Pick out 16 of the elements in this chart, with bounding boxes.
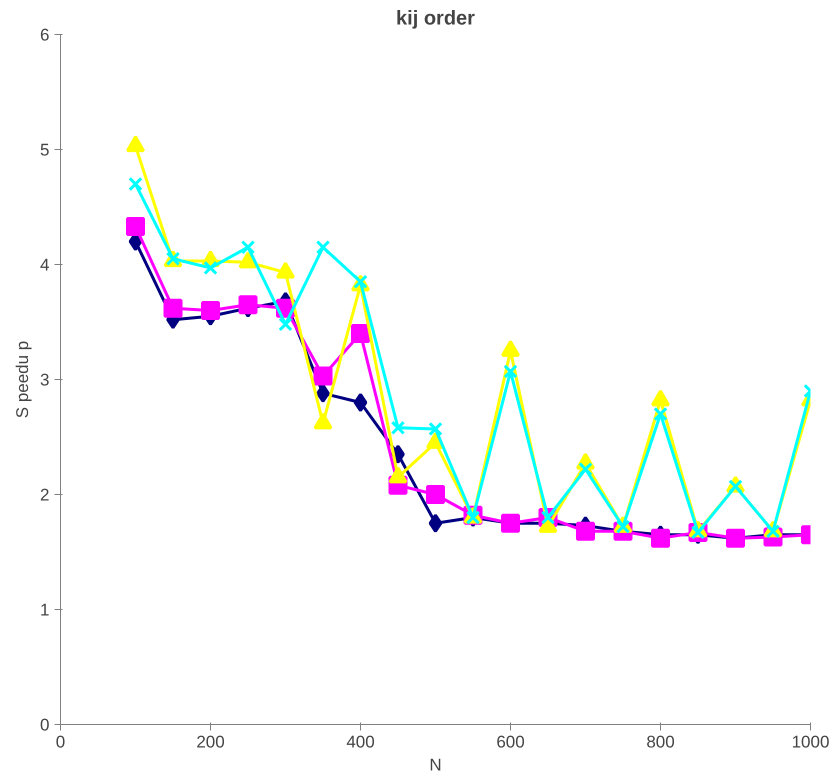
x-tick-label: 400 xyxy=(346,732,375,752)
y-tick-label: 1 xyxy=(40,600,50,620)
y-tick-label: 2 xyxy=(40,486,50,504)
chart-title: kij order xyxy=(396,8,476,30)
y-tick-label: 4 xyxy=(40,256,50,274)
x-tick-label: 0 xyxy=(56,732,66,752)
x-axis-title: N xyxy=(429,756,442,774)
y-tick-label: 5 xyxy=(40,140,50,160)
x-tick-label: 1000 xyxy=(792,732,830,752)
y-tick-label: 3 xyxy=(40,370,50,390)
x-tick-label: 200 xyxy=(196,732,225,752)
y-tick-label: 6 xyxy=(40,26,50,44)
x-tick-label: 600 xyxy=(496,732,525,752)
y-axis-title: S peedu p xyxy=(13,340,32,418)
x-tick-label: 800 xyxy=(646,732,675,752)
y-tick-label: 0 xyxy=(40,716,50,734)
